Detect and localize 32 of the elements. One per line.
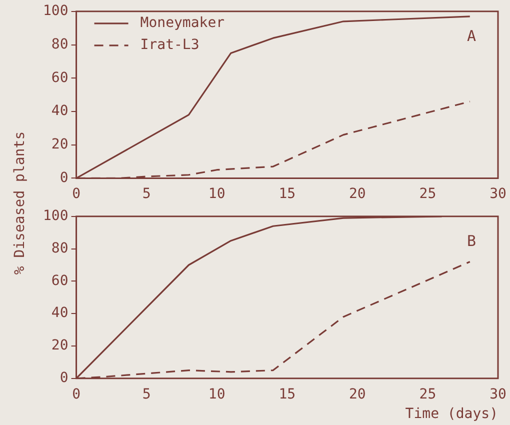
y-tick-label: 60	[51, 70, 68, 86]
y-tick-label: 60	[51, 272, 68, 289]
x-axis-title: Time (days)	[405, 406, 498, 422]
annotation: B	[466, 232, 476, 250]
y-tick-label: 0	[60, 170, 68, 186]
legend-label: Irat-L3	[140, 37, 200, 54]
y-tick-label: 40	[51, 103, 68, 120]
x-tick-label: 10	[208, 386, 226, 402]
y-tick-label: 100	[42, 3, 68, 20]
x-tick-label: 30	[490, 186, 506, 202]
x-tick-label: 20	[349, 386, 366, 402]
x-tick-label: 20	[349, 186, 366, 202]
x-tick-label: 25	[419, 186, 436, 202]
y-tick-label: 0	[60, 370, 68, 386]
x-tick-label: 15	[278, 386, 296, 402]
x-tick-label: 25	[419, 386, 436, 402]
y-tick-label: 20	[51, 136, 68, 152]
legend-label: Moneymaker	[140, 15, 225, 32]
x-tick-label: 0	[72, 186, 81, 202]
y-tick-label: 100	[42, 208, 68, 224]
x-tick-label: 10	[208, 186, 226, 202]
y-tick-label: 40	[51, 305, 68, 322]
x-tick-label: 30	[490, 386, 506, 402]
x-tick-label: 0	[72, 386, 81, 402]
y-axis-title: % Diseased plants	[12, 130, 28, 277]
y-tick-label: 80	[51, 240, 68, 256]
x-tick-label: 5	[142, 386, 151, 402]
y-tick-label: 80	[51, 36, 68, 52]
annotation: A	[466, 26, 476, 45]
x-tick-label: 5	[142, 186, 151, 202]
x-tick-label: 15	[278, 186, 296, 202]
y-tick-label: 20	[51, 338, 68, 354]
